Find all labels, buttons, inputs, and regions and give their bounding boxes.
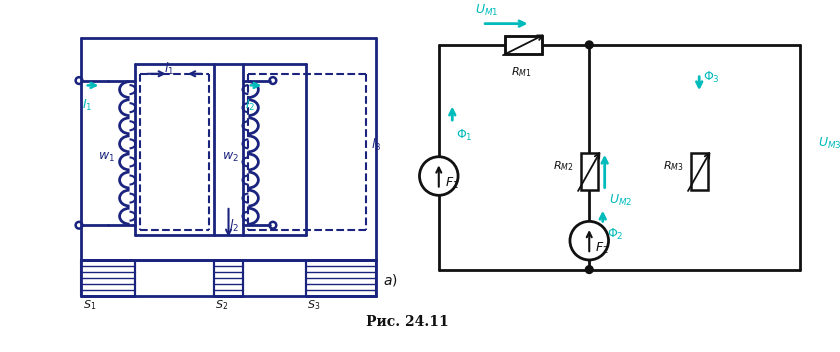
Circle shape	[570, 221, 608, 260]
Text: $w_2$: $w_2$	[222, 151, 239, 164]
Text: $I_2$: $I_2$	[245, 98, 255, 113]
Text: $l_3$: $l_3$	[371, 137, 381, 152]
Text: $l_2$: $l_2$	[229, 218, 239, 234]
Text: $F_2$: $F_2$	[595, 241, 609, 256]
Circle shape	[585, 266, 593, 274]
Text: $w_1$: $w_1$	[98, 151, 115, 164]
Text: $\Phi_1$: $\Phi_1$	[456, 128, 473, 143]
Circle shape	[585, 41, 593, 49]
Text: $S_3$: $S_3$	[307, 298, 320, 312]
Text: $\Phi_2$: $\Phi_2$	[606, 227, 623, 242]
Text: Рис. 24.11: Рис. 24.11	[365, 315, 449, 329]
Text: $a)$: $a)$	[383, 271, 397, 288]
Text: $R_{M1}$: $R_{M1}$	[511, 65, 532, 79]
Text: $U_{M3}$: $U_{M3}$	[818, 136, 840, 151]
Bar	[506, 36, 542, 54]
Bar	[506, 36, 542, 54]
Bar	[690, 153, 708, 189]
Text: $U_{M1}$: $U_{M1}$	[475, 3, 499, 18]
Text: $I_1$: $I_1$	[82, 98, 92, 113]
Text: $F_1$: $F_1$	[444, 176, 459, 191]
Text: $R_{M2}$: $R_{M2}$	[553, 159, 573, 173]
Text: $l_1$: $l_1$	[164, 61, 174, 77]
Text: $R_{M3}$: $R_{M3}$	[663, 159, 683, 173]
Bar	[580, 153, 598, 189]
Text: $U_{M2}$: $U_{M2}$	[608, 193, 632, 208]
Text: $S_1$: $S_1$	[83, 298, 96, 312]
Bar	[506, 36, 542, 54]
Text: $S_2$: $S_2$	[215, 298, 228, 312]
Circle shape	[419, 157, 458, 195]
Text: $\Phi_3$: $\Phi_3$	[703, 70, 720, 85]
